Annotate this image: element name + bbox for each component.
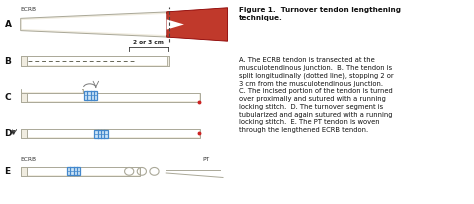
Bar <box>22 57 167 65</box>
Text: PT: PT <box>202 157 210 162</box>
Text: E: E <box>5 167 11 176</box>
Text: C: C <box>5 93 11 102</box>
Polygon shape <box>21 12 169 37</box>
Bar <box>22 130 199 137</box>
Polygon shape <box>22 14 166 35</box>
Bar <box>21 56 169 66</box>
Bar <box>84 91 98 100</box>
Bar <box>22 168 139 175</box>
Text: ECRB: ECRB <box>21 7 36 12</box>
Bar <box>21 93 27 102</box>
Text: ECRB: ECRB <box>21 157 36 162</box>
Polygon shape <box>167 19 184 30</box>
Bar <box>21 93 200 102</box>
Bar <box>21 56 27 66</box>
Bar <box>21 129 27 138</box>
Bar <box>21 167 27 176</box>
Bar <box>21 89 83 93</box>
Text: A. The ECRB tendon is transected at the
musculotendinous junction.  B. The tendo: A. The ECRB tendon is transected at the … <box>239 57 394 133</box>
Bar <box>22 94 199 101</box>
Text: B: B <box>5 57 11 66</box>
Bar <box>21 167 140 176</box>
Polygon shape <box>167 8 228 41</box>
Bar <box>21 129 200 138</box>
Bar <box>22 89 82 92</box>
Text: 2 or 3 cm: 2 or 3 cm <box>133 40 164 45</box>
Text: A: A <box>5 20 11 29</box>
Bar <box>167 56 169 66</box>
Text: D: D <box>5 129 12 138</box>
Text: Figure 1.  Turnover tendon lengthening
technique.: Figure 1. Turnover tendon lengthening te… <box>239 7 401 21</box>
Bar <box>67 167 80 175</box>
Bar <box>94 130 108 138</box>
